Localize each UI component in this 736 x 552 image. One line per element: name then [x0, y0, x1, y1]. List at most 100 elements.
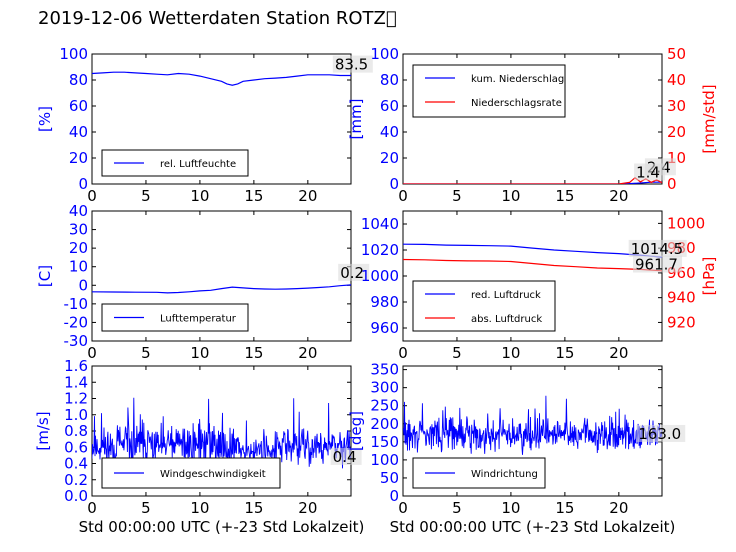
legend: Windrichtung [412, 457, 546, 489]
x-tick-label: 10 [190, 499, 209, 517]
y2-tick-label: 20 [667, 123, 686, 141]
legend-label: rel. Luftfeuchte [160, 159, 236, 170]
y-tick-label: 300 [370, 379, 399, 397]
y-tick-label: 20 [69, 149, 88, 167]
value-label-bg [338, 263, 370, 281]
plot-area [403, 243, 662, 272]
y2-tick-label: 1000 [667, 214, 705, 232]
x-tick-label: 5 [141, 344, 151, 362]
y-tick-label: 60 [69, 97, 88, 115]
y-tick-label: 100 [370, 451, 399, 469]
legend-label: Lufttemperatur [160, 314, 237, 325]
y-tick-label: -20 [64, 313, 89, 331]
x-tick-label: 10 [501, 187, 520, 205]
x-tick-label: 15 [555, 187, 574, 205]
y-tick-label: 0 [78, 276, 88, 294]
y2-tick-label: 940 [667, 289, 696, 307]
y-tick-label: -30 [64, 332, 89, 350]
value-label: 83.5 [335, 56, 368, 74]
y-tick-label: 40 [380, 123, 399, 141]
y2-tick-label: 40 [667, 71, 686, 89]
value-label: 1014.5 [631, 240, 684, 258]
value-label-bg [636, 424, 686, 442]
legend-box [412, 64, 566, 118]
x-tick-label: 10 [190, 344, 209, 362]
x-tick-label: 20 [298, 344, 317, 362]
y-tick-label: 80 [380, 71, 399, 89]
x-tick-label: 10 [501, 344, 520, 362]
value-label: 961.7 [635, 256, 678, 274]
plot-area [92, 284, 351, 294]
y-tick-label: 980 [370, 293, 399, 311]
legend-label: abs. Luftdruck [471, 314, 542, 325]
y-tick-label: 1000 [361, 267, 399, 285]
plot-area [92, 71, 351, 86]
y2-axis-label: [hPa] [700, 257, 718, 296]
y-tick-label: 100 [59, 45, 88, 63]
x-tick-label: 5 [452, 344, 462, 362]
x-tick-label: 5 [141, 499, 151, 517]
y-tick-label: 1.2 [64, 390, 88, 408]
y-tick-label: 100 [370, 45, 399, 63]
x-axis-label: Std 00:00:00 UTC (+-23 Std Lokalzeit) [79, 518, 365, 536]
value-label: 163.0 [638, 425, 681, 443]
y-tick-label: 960 [370, 319, 399, 337]
y-tick-label: 30 [69, 221, 88, 239]
value-label-bg [634, 163, 666, 181]
y2-tick-label: 920 [667, 313, 696, 331]
y-tick-label: 1020 [361, 241, 399, 259]
x-tick-label: 5 [141, 187, 151, 205]
y-tick-label: 40 [69, 123, 88, 141]
x-tick-label: 0 [398, 499, 408, 517]
y-tick-label: 1040 [361, 215, 399, 233]
y-axis-label: [C] [36, 265, 54, 287]
series-line-1 [403, 258, 662, 272]
y-tick-label: 1.4 [64, 373, 88, 391]
panel-humidity: 0 5 10 15 20 0 20 40 60 80 100 [%] 83.5 rel. Luftfeuc… [36, 45, 373, 205]
x-tick-label: 5 [452, 187, 462, 205]
legend-label: red. Luftdruck [471, 290, 541, 301]
plot-area [403, 395, 662, 455]
x-tick-label: 0 [87, 344, 97, 362]
plot-area [92, 397, 351, 475]
x-tick-label: 15 [244, 344, 263, 362]
y-tick-label: 0.4 [64, 455, 88, 473]
legend-label: Windrichtung [471, 469, 538, 480]
x-tick-label: 0 [398, 187, 408, 205]
x-tick-label: 10 [190, 187, 209, 205]
y-tick-label: 150 [370, 433, 399, 451]
y-tick-label: 40 [69, 202, 88, 220]
value-label-bg [330, 447, 362, 465]
x-tick-label: 15 [244, 499, 263, 517]
value-label: 0.2 [340, 264, 364, 282]
y-tick-label: 60 [380, 97, 399, 115]
y-tick-label: 0.0 [64, 487, 88, 505]
legend-label: Niederschlagsrate [471, 98, 562, 109]
y-axis-label: [m/s] [34, 411, 52, 450]
y-tick-label: 1.0 [64, 406, 88, 424]
series-line-0 [403, 243, 662, 258]
legend: Windgeschwindigkeit [101, 457, 281, 489]
y-tick-label: -10 [64, 295, 89, 313]
legend: red. Luftdruck abs. Luftdruck [412, 280, 556, 332]
y2-tick-label: 30 [667, 97, 686, 115]
series-line-0 [403, 395, 662, 455]
series-line-0 [92, 71, 351, 86]
y-tick-label: 1.6 [64, 357, 88, 375]
value-label-bg [628, 239, 687, 257]
panel-windspeed: 0 5 10 15 200.00.20.40.60.81.01.21.41.6[m/s]… [34, 357, 364, 536]
x-tick-label: 15 [555, 344, 574, 362]
figure-title: 2019-12-06 Wetterdaten Station ROTZ  [38, 8, 397, 29]
y-tick-label: 250 [370, 397, 399, 415]
y-tick-label: 20 [69, 239, 88, 257]
y-axis-label: [deg] [347, 411, 365, 451]
panel-pressure: 0510152096098010001020104092094096098010… [361, 210, 718, 362]
series-line-0 [403, 181, 662, 184]
legend: kum. Niederschlag Niederschlagsrate [412, 64, 566, 118]
x-tick-label: 10 [501, 499, 520, 517]
series-line-0 [92, 397, 351, 475]
series-line-0 [92, 284, 351, 294]
